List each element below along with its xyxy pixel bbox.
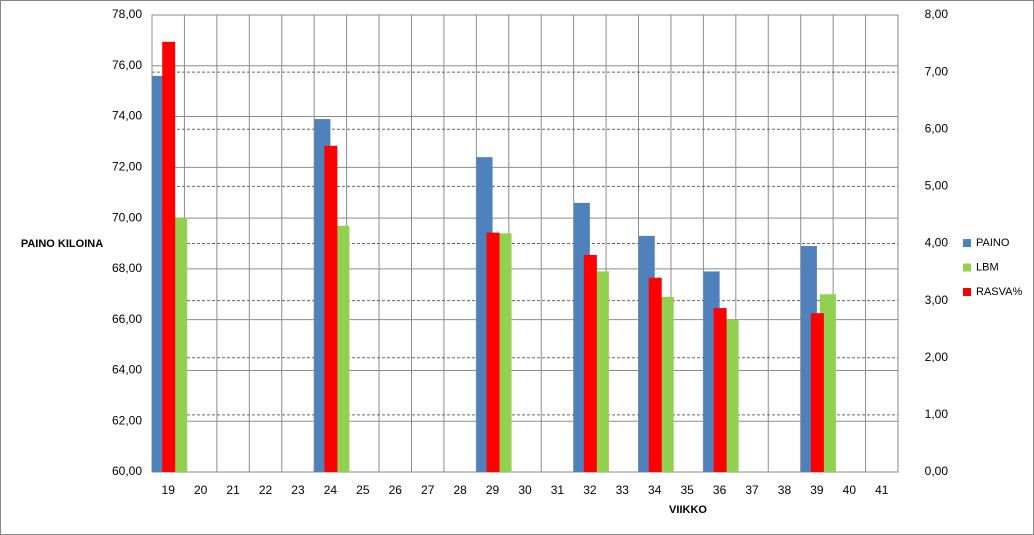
y-tick-label: 66,00: [112, 312, 142, 326]
y-axis-title: PAINO KILOINA: [21, 238, 103, 250]
y-tick-label: 72,00: [112, 160, 142, 174]
x-tick-label: 34: [648, 483, 662, 497]
x-tick-label: 37: [745, 483, 759, 497]
y-tick-label: 76,00: [112, 58, 142, 72]
x-tick-label: 23: [291, 483, 305, 497]
y2-tick-label: 1,00: [925, 407, 949, 421]
x-tick-label: 33: [616, 483, 630, 497]
x-tick-label: 19: [162, 483, 176, 497]
legend-label: RASVA%: [976, 286, 1022, 298]
x-tick-label: 30: [518, 483, 532, 497]
x-tick-label: 32: [583, 483, 597, 497]
y2-tick-label: 6,00: [925, 121, 949, 135]
x-tick-label: 40: [843, 483, 857, 497]
x-tick-label: 24: [324, 483, 338, 497]
legend-swatch: [963, 288, 971, 296]
x-axis-title: VIIKKO: [669, 504, 707, 516]
bar: [810, 313, 824, 472]
x-tick-label: 28: [453, 483, 467, 497]
x-tick-label: 36: [713, 483, 727, 497]
x-tick-label: 25: [356, 483, 370, 497]
y2-tick-label: 7,00: [925, 64, 949, 78]
legend-label: PAINO: [976, 237, 1010, 249]
bar: [486, 232, 500, 472]
y2-tick-label: 3,00: [925, 293, 949, 307]
bar: [713, 308, 727, 472]
y2-tick-label: 4,00: [925, 236, 949, 250]
y2-tick-label: 2,00: [925, 350, 949, 364]
y2-tick-label: 5,00: [925, 179, 949, 193]
x-tick-label: 31: [551, 483, 565, 497]
x-tick-label: 38: [778, 483, 792, 497]
y-tick-label: 68,00: [112, 261, 142, 275]
bar: [324, 145, 338, 472]
bar: [162, 41, 176, 472]
bar: [648, 277, 662, 472]
x-tick-label: 21: [226, 483, 240, 497]
x-tick-label: 35: [680, 483, 694, 497]
x-tick-label: 27: [421, 483, 435, 497]
x-tick-label: 22: [259, 483, 273, 497]
x-tick-label: 20: [194, 483, 208, 497]
y2-tick-label: 8,00: [925, 7, 949, 21]
y-tick-label: 78,00: [112, 7, 142, 21]
plot-border: [151, 14, 899, 473]
y-tick-label: 60,00: [112, 464, 142, 478]
y-tick-label: 64,00: [112, 363, 142, 377]
y2-tick-label: 0,00: [925, 464, 949, 478]
y-tick-label: 74,00: [112, 109, 142, 123]
legend-label: LBM: [976, 261, 999, 273]
bar: [583, 254, 597, 472]
y-tick-label: 62,00: [112, 413, 142, 427]
x-tick-label: 29: [486, 483, 500, 497]
legend-swatch: [963, 239, 971, 247]
x-tick-label: 26: [389, 483, 403, 497]
legend-swatch: [963, 263, 971, 272]
y-tick-label: 70,00: [112, 210, 142, 224]
x-tick-label: 41: [875, 483, 889, 497]
x-tick-label: 39: [810, 483, 824, 497]
